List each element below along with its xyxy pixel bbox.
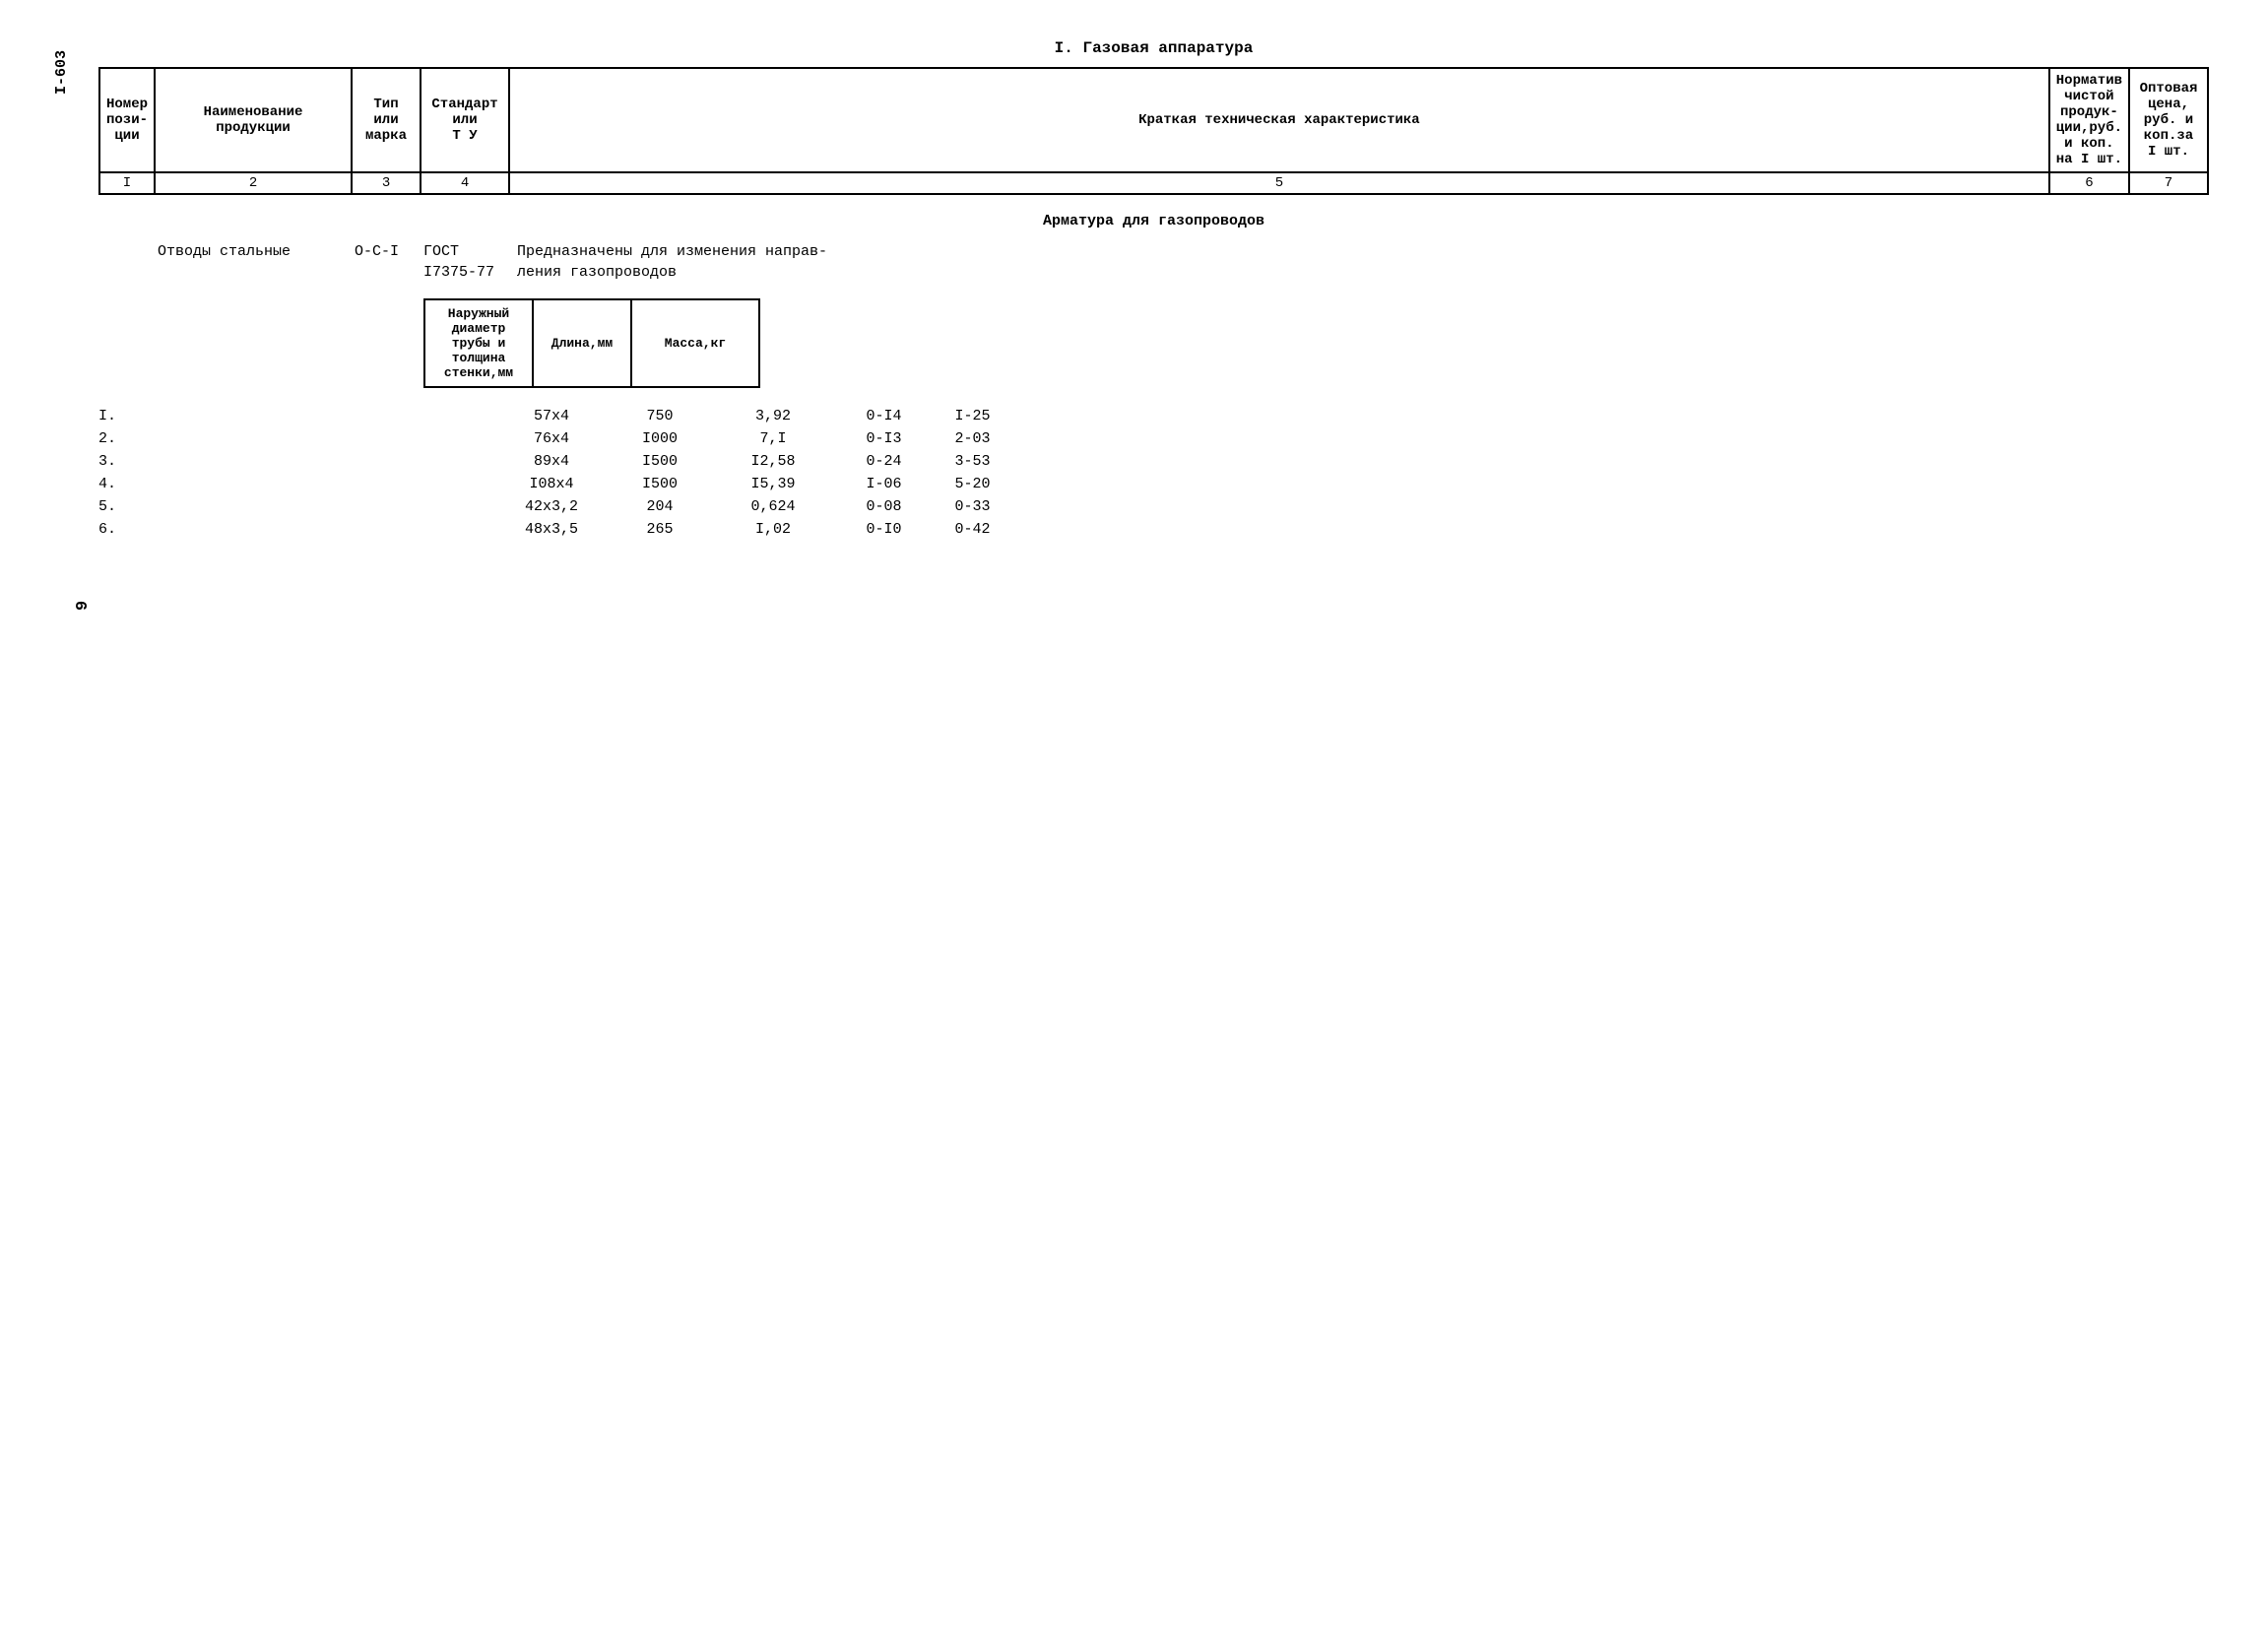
row-number: I. xyxy=(98,408,148,424)
data-row: 4. I08х4I500I5,39I-065-20 xyxy=(98,476,2209,492)
sub-header-cell: Наружныйдиаметртрубы итолщинастенки,мм xyxy=(424,299,533,387)
header-cell: СтандартилиТ У xyxy=(421,68,509,172)
data-row: 5. 42х3,22040,6240-080-33 xyxy=(98,498,2209,515)
header-table: Номерпози-цииНаименованиепродукцииТипили… xyxy=(98,67,2209,195)
subsection-title: Арматура для газопроводов xyxy=(98,213,2209,229)
header-cell: Типилимарка xyxy=(352,68,421,172)
mass-cell: 3,92 xyxy=(709,408,837,424)
data-row: I. 57х47503,920-I4I-25 xyxy=(98,408,2209,424)
header-cell: Нормативчистойпродук-ции,руб.и коп.на I … xyxy=(2049,68,2129,172)
sub-header-cell: Длина,мм xyxy=(533,299,631,387)
price-cell: I-25 xyxy=(931,408,1014,424)
row-number: 6. xyxy=(98,521,148,538)
mass-cell: I,02 xyxy=(709,521,837,538)
norm-cell: I-06 xyxy=(837,476,931,492)
product-name: Отводы стальные xyxy=(158,243,355,260)
length-cell: I500 xyxy=(611,476,709,492)
product-desc-2: ления газопроводов xyxy=(517,264,2209,281)
column-number-cell: 3 xyxy=(352,172,421,194)
column-number-cell: I xyxy=(99,172,155,194)
product-type: О-С-I xyxy=(355,243,423,260)
norm-cell: 0-08 xyxy=(837,498,931,515)
sub-table-wrap: Наружныйдиаметртрубы итолщинастенки,ммДл… xyxy=(423,298,2209,388)
price-cell: 5-20 xyxy=(931,476,1014,492)
product-desc-1: Предназначены для изменения направ- xyxy=(517,243,2209,260)
data-row: 2. 76х4I0007,I0-I32-03 xyxy=(98,430,2209,447)
length-cell: 204 xyxy=(611,498,709,515)
data-row: 3. 89х4I500I2,580-243-53 xyxy=(98,453,2209,470)
length-cell: I500 xyxy=(611,453,709,470)
column-number-cell: 7 xyxy=(2129,172,2208,194)
column-number-cell: 6 xyxy=(2049,172,2129,194)
diameter-cell: I08х4 xyxy=(492,476,611,492)
norm-cell: 0-I0 xyxy=(837,521,931,538)
product-info-row-2: I7375-77 ления газопроводов xyxy=(98,264,2209,281)
row-number: 5. xyxy=(98,498,148,515)
length-cell: I000 xyxy=(611,430,709,447)
section-title: I. Газовая аппаратура xyxy=(98,39,2209,57)
row-number: 4. xyxy=(98,476,148,492)
price-cell: 3-53 xyxy=(931,453,1014,470)
diameter-cell: 57х4 xyxy=(492,408,611,424)
diameter-cell: 48х3,5 xyxy=(492,521,611,538)
bottom-page-number: 9 xyxy=(74,601,93,611)
mass-cell: I5,39 xyxy=(709,476,837,492)
header-cell: Оптоваяцена,руб. икоп.заI шт. xyxy=(2129,68,2208,172)
diameter-cell: 76х4 xyxy=(492,430,611,447)
product-standard-1: ГОСТ xyxy=(423,243,517,260)
column-number-cell: 2 xyxy=(155,172,352,194)
header-cell: Номерпози-ции xyxy=(99,68,155,172)
side-label: I-603 xyxy=(53,50,70,95)
diameter-cell: 89х4 xyxy=(492,453,611,470)
length-cell: 750 xyxy=(611,408,709,424)
length-cell: 265 xyxy=(611,521,709,538)
product-info-row-1: Отводы стальные О-С-I ГОСТ Предназначены… xyxy=(98,243,2209,260)
norm-cell: 0-I4 xyxy=(837,408,931,424)
data-rows: I. 57х47503,920-I4I-25 2. 76х4I0007,I0-I32-… xyxy=(98,408,2209,538)
header-cell: Наименованиепродукции xyxy=(155,68,352,172)
mass-cell: I2,58 xyxy=(709,453,837,470)
norm-cell: 0-I3 xyxy=(837,430,931,447)
sub-table: Наружныйдиаметртрубы итолщинастенки,ммДл… xyxy=(423,298,760,388)
main-content: I. Газовая аппаратура Номерпози-цииНаиме… xyxy=(98,39,2209,538)
column-number-cell: 5 xyxy=(509,172,2049,194)
product-standard-2: I7375-77 xyxy=(423,264,517,281)
norm-cell: 0-24 xyxy=(837,453,931,470)
row-number: 3. xyxy=(98,453,148,470)
price-cell: 0-42 xyxy=(931,521,1014,538)
header-cell: Краткая техническая характеристика xyxy=(509,68,2049,172)
mass-cell: 0,624 xyxy=(709,498,837,515)
price-cell: 0-33 xyxy=(931,498,1014,515)
price-cell: 2-03 xyxy=(931,430,1014,447)
column-number-cell: 4 xyxy=(421,172,509,194)
row-number: 2. xyxy=(98,430,148,447)
data-row: 6. 48х3,5265I,020-I00-42 xyxy=(98,521,2209,538)
sub-header-cell: Масса,кг xyxy=(631,299,759,387)
mass-cell: 7,I xyxy=(709,430,837,447)
diameter-cell: 42х3,2 xyxy=(492,498,611,515)
